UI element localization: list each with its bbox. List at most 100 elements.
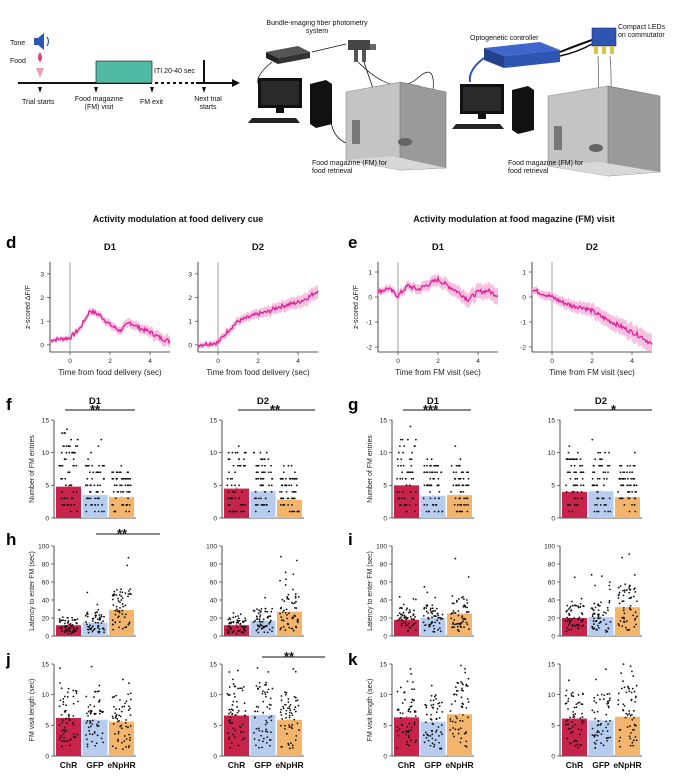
data-point <box>593 700 596 703</box>
data-point <box>100 614 103 616</box>
data-point <box>87 726 90 729</box>
data-point <box>284 584 287 586</box>
data-point <box>619 620 622 622</box>
data-point <box>630 596 633 599</box>
data-point <box>599 621 602 624</box>
data-point <box>94 497 97 500</box>
data-point <box>128 504 131 506</box>
data-point <box>571 618 573 621</box>
data-point <box>608 692 611 695</box>
data-point <box>241 738 244 741</box>
data-point <box>96 723 99 726</box>
data-point <box>617 490 620 493</box>
data-point <box>236 464 239 467</box>
data-point <box>457 728 460 731</box>
data-point <box>432 723 435 726</box>
data-point <box>464 745 467 747</box>
data-point <box>244 714 246 717</box>
data-point <box>234 484 236 487</box>
data-point <box>255 464 258 467</box>
data-point <box>597 626 600 629</box>
data-point <box>270 719 273 722</box>
data-point <box>268 716 271 719</box>
data-point <box>96 603 99 606</box>
data-point <box>244 464 247 467</box>
system-label-box: Bundle-imaging fiber photometry system <box>266 20 367 35</box>
data-point <box>68 744 71 747</box>
data-point <box>112 717 115 720</box>
data-point <box>101 464 104 467</box>
data-point <box>628 597 631 600</box>
magazine-label-c-box: Food magazine (FM) for food retrieval <box>508 160 583 175</box>
data-point <box>58 617 61 620</box>
data-point <box>94 616 97 618</box>
y-tick-label: 100 <box>376 543 387 550</box>
bar-enphr <box>277 611 302 636</box>
data-point <box>237 445 240 448</box>
data-point <box>226 692 229 695</box>
data-point <box>241 631 244 633</box>
data-point <box>571 600 573 603</box>
data-point <box>398 618 401 621</box>
data-point <box>626 726 629 729</box>
data-point <box>413 710 416 712</box>
y-tick-label: 20 <box>42 615 50 622</box>
y-tick-label: 60 <box>210 579 218 586</box>
data-point <box>121 504 123 506</box>
data-point <box>263 464 266 467</box>
data-point <box>617 597 620 599</box>
data-point <box>449 718 452 720</box>
data-point <box>62 703 65 706</box>
data-point <box>403 497 406 500</box>
data-point <box>228 671 231 673</box>
data-point <box>593 602 596 605</box>
data-point <box>287 698 290 700</box>
data-point <box>571 720 573 723</box>
x-tick-label: 0 <box>396 358 400 365</box>
data-point <box>623 589 626 592</box>
data-point <box>72 490 75 493</box>
data-point <box>597 603 600 606</box>
data-point <box>96 734 99 737</box>
data-point <box>233 510 236 513</box>
data-point <box>256 687 259 690</box>
data-point <box>228 510 231 513</box>
data-point <box>467 477 470 480</box>
data-point <box>597 624 599 627</box>
data-point <box>228 686 231 688</box>
data-point <box>259 451 262 454</box>
data-point <box>635 684 638 687</box>
data-point <box>422 734 425 737</box>
data-point <box>408 484 411 487</box>
data-point <box>294 595 297 598</box>
data-point <box>467 471 470 474</box>
data-point <box>244 710 247 712</box>
data-point <box>256 666 259 669</box>
data-point <box>631 741 634 744</box>
data-point <box>607 510 610 513</box>
data-point <box>293 708 296 711</box>
data-point <box>289 477 292 480</box>
data-point <box>436 619 439 622</box>
group-label: eNpHR <box>613 760 641 770</box>
data-point <box>413 721 416 724</box>
data-point <box>595 701 598 704</box>
data-point <box>232 700 235 703</box>
y-tick-label: 15 <box>380 661 388 668</box>
iti-label: ITI 20-40 sec <box>154 68 195 75</box>
data-point <box>629 605 632 607</box>
data-point <box>600 693 603 696</box>
data-point <box>231 497 234 500</box>
data-point <box>462 689 465 692</box>
data-point <box>290 484 293 487</box>
leds-label-box: Compact LEDs on commutator <box>618 24 665 39</box>
data-point <box>91 719 94 722</box>
data-point <box>453 735 456 738</box>
data-point <box>97 510 100 513</box>
data-point <box>265 684 267 686</box>
data-point <box>256 628 259 631</box>
data-point <box>451 612 454 614</box>
data-point <box>621 600 624 603</box>
